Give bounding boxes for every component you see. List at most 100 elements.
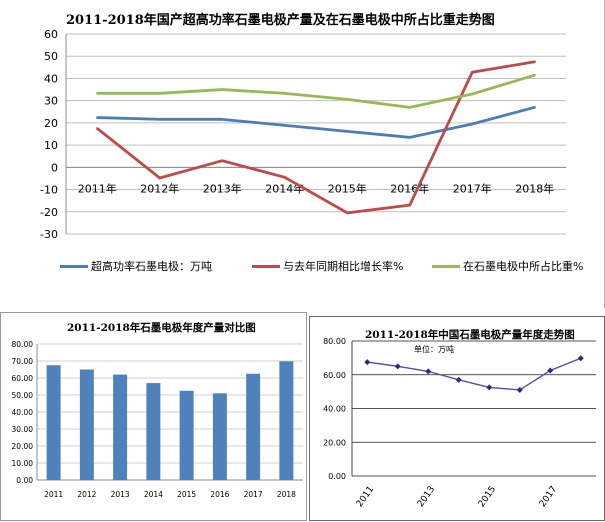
data-point-marker [577,355,584,362]
y-tick-label: 30 [44,95,58,108]
x-tick-label: 2013 [416,485,437,509]
legend-item-series-3: 在石墨电极中所占比重% [432,258,583,274]
legend-item-series-2: 与去年同期相比增长率% [252,258,403,274]
x-tick-label: 2014年 [265,181,304,195]
x-tick-label: 2017年 [453,181,492,195]
series-1-point [346,130,349,133]
y-tick-label: 60.00 [323,371,346,380]
series-3-point [283,92,286,95]
x-tick-label: 2012 [77,490,96,499]
x-tick-label: 2016 [210,490,229,499]
y-tick-label: -10 [40,184,58,197]
series-2-point [96,127,99,130]
bar [246,373,261,480]
y-tick-label: 10.00 [12,459,34,468]
y-tick-label: 20.00 [12,442,34,451]
y-tick-label: 0 [51,161,58,174]
data-point-marker [425,368,432,375]
y-tick-label: -20 [40,206,58,219]
series-3-point [158,92,161,95]
x-tick-label: 2016年 [390,181,429,195]
bar [46,365,61,480]
series-2-point [533,60,536,63]
x-tick-label: 2014 [144,490,163,499]
data-point-marker [455,376,462,383]
series-line [367,357,582,391]
series-1-point [283,124,286,127]
x-tick-label: 2015 [177,490,196,499]
series-3-point [221,88,224,91]
y-tick-label: 70.00 [12,357,34,366]
series-2-point [408,203,411,207]
x-tick-label: 2017 [538,485,559,509]
y-tick-label: 40.00 [323,405,346,414]
top-chart-title: 2011-2018年国产超高功率石墨电极产量及在石墨电极中所占比重走势图 [66,13,495,28]
data-point-marker [486,384,493,391]
series-2-point [158,176,161,180]
bar [113,374,128,480]
bar [212,393,227,480]
series-2-point [221,159,224,162]
y-tick-label: 0.00 [16,476,33,485]
y-tick-label: 20.00 [323,438,346,447]
x-tick-label: 2013年 [203,181,242,195]
data-point-marker [364,359,371,366]
y-tick-label: 80.00 [323,337,346,346]
y-tick-label: 10 [44,139,58,152]
series-3-point [346,98,349,101]
legend-swatch-blue [60,264,88,268]
line-chart-plot: 0.00 20.00 40.00 60.00 80.00 2011 2013 2015 2017 [323,337,596,509]
series-3-point [471,92,474,96]
series-3-point [533,73,536,77]
series-1-point [158,118,161,121]
series-3-point [408,106,411,109]
x-tick-label: 2015 [477,485,498,509]
top-chart-panel: 2011-2018年国产超高功率石墨电极产量及在石墨电极中所占比重走势图 -30… [40,0,605,308]
y-tick-label: 30.00 [12,425,34,434]
y-tick-label: 0.00 [328,472,346,481]
x-tick-label: 2018 [277,490,296,499]
bar [179,390,194,480]
data-point-marker [516,386,523,393]
x-tick-label: 2012年 [140,181,179,195]
series-2-point [471,71,474,74]
bar [146,383,161,480]
series-1-point [221,118,224,121]
line-chart-panel: 2011-2018年中国石墨电极产量年度走势图 单位：万吨 0.00 20.00 4… [309,316,605,521]
y-tick-label: 50 [44,50,58,63]
bar [279,361,294,480]
x-tick-label: 2011 [355,485,376,509]
bar-chart-panel: 2011-2018年石墨电极年度产量对比图 0.00 10.00 20.00 30.0… [0,312,307,521]
x-tick-label: 2018年 [515,181,554,195]
line-chart-unit-label: 单位：万吨 [414,345,454,354]
x-tick-label: 2017 [244,490,263,499]
bar [79,369,94,480]
x-tick-label: 2011年 [78,181,117,195]
bar-chart-title: 2011-2018年石墨电极年度产量对比图 [67,322,256,334]
legend-swatch-green [432,264,460,268]
bar-chart-plot: 0.00 10.00 20.00 30.00 40.00 50.00 60.00 70.00 8… [12,340,303,499]
series-1-point [471,122,474,126]
data-point-marker [394,363,401,370]
y-tick-label: 60 [44,28,58,41]
y-tick-label: 40.00 [12,408,34,417]
series-line-2 [96,60,535,215]
series-line-3 [97,73,536,109]
x-tick-label: 2011 [44,490,63,499]
x-tick-label: 2015年 [328,181,367,195]
series-2-point [346,211,349,215]
series-1-point [408,136,411,139]
y-tick-label: -30 [40,228,58,241]
y-tick-label: 50.00 [12,391,34,400]
series-2-point [283,176,286,179]
top-chart-plot: -30 -20 -10 0 10 20 30 40 50 60 2011年 2012年 2013年 201… [40,28,566,241]
line-chart-title: 2011-2018年中国石墨电极产量年度走势图 [365,329,575,341]
legend-item-series-1: 超高功率石墨电极：万吨 [60,258,212,274]
series-1-point [96,116,99,119]
series-line-1 [97,105,536,139]
y-tick-label: 20 [44,117,58,130]
legend-label-series-2: 与去年同期相比增长率% [283,260,404,273]
y-tick-label: 60.00 [12,374,34,383]
y-tick-label: 40 [44,72,58,85]
series-1-point [533,106,536,109]
